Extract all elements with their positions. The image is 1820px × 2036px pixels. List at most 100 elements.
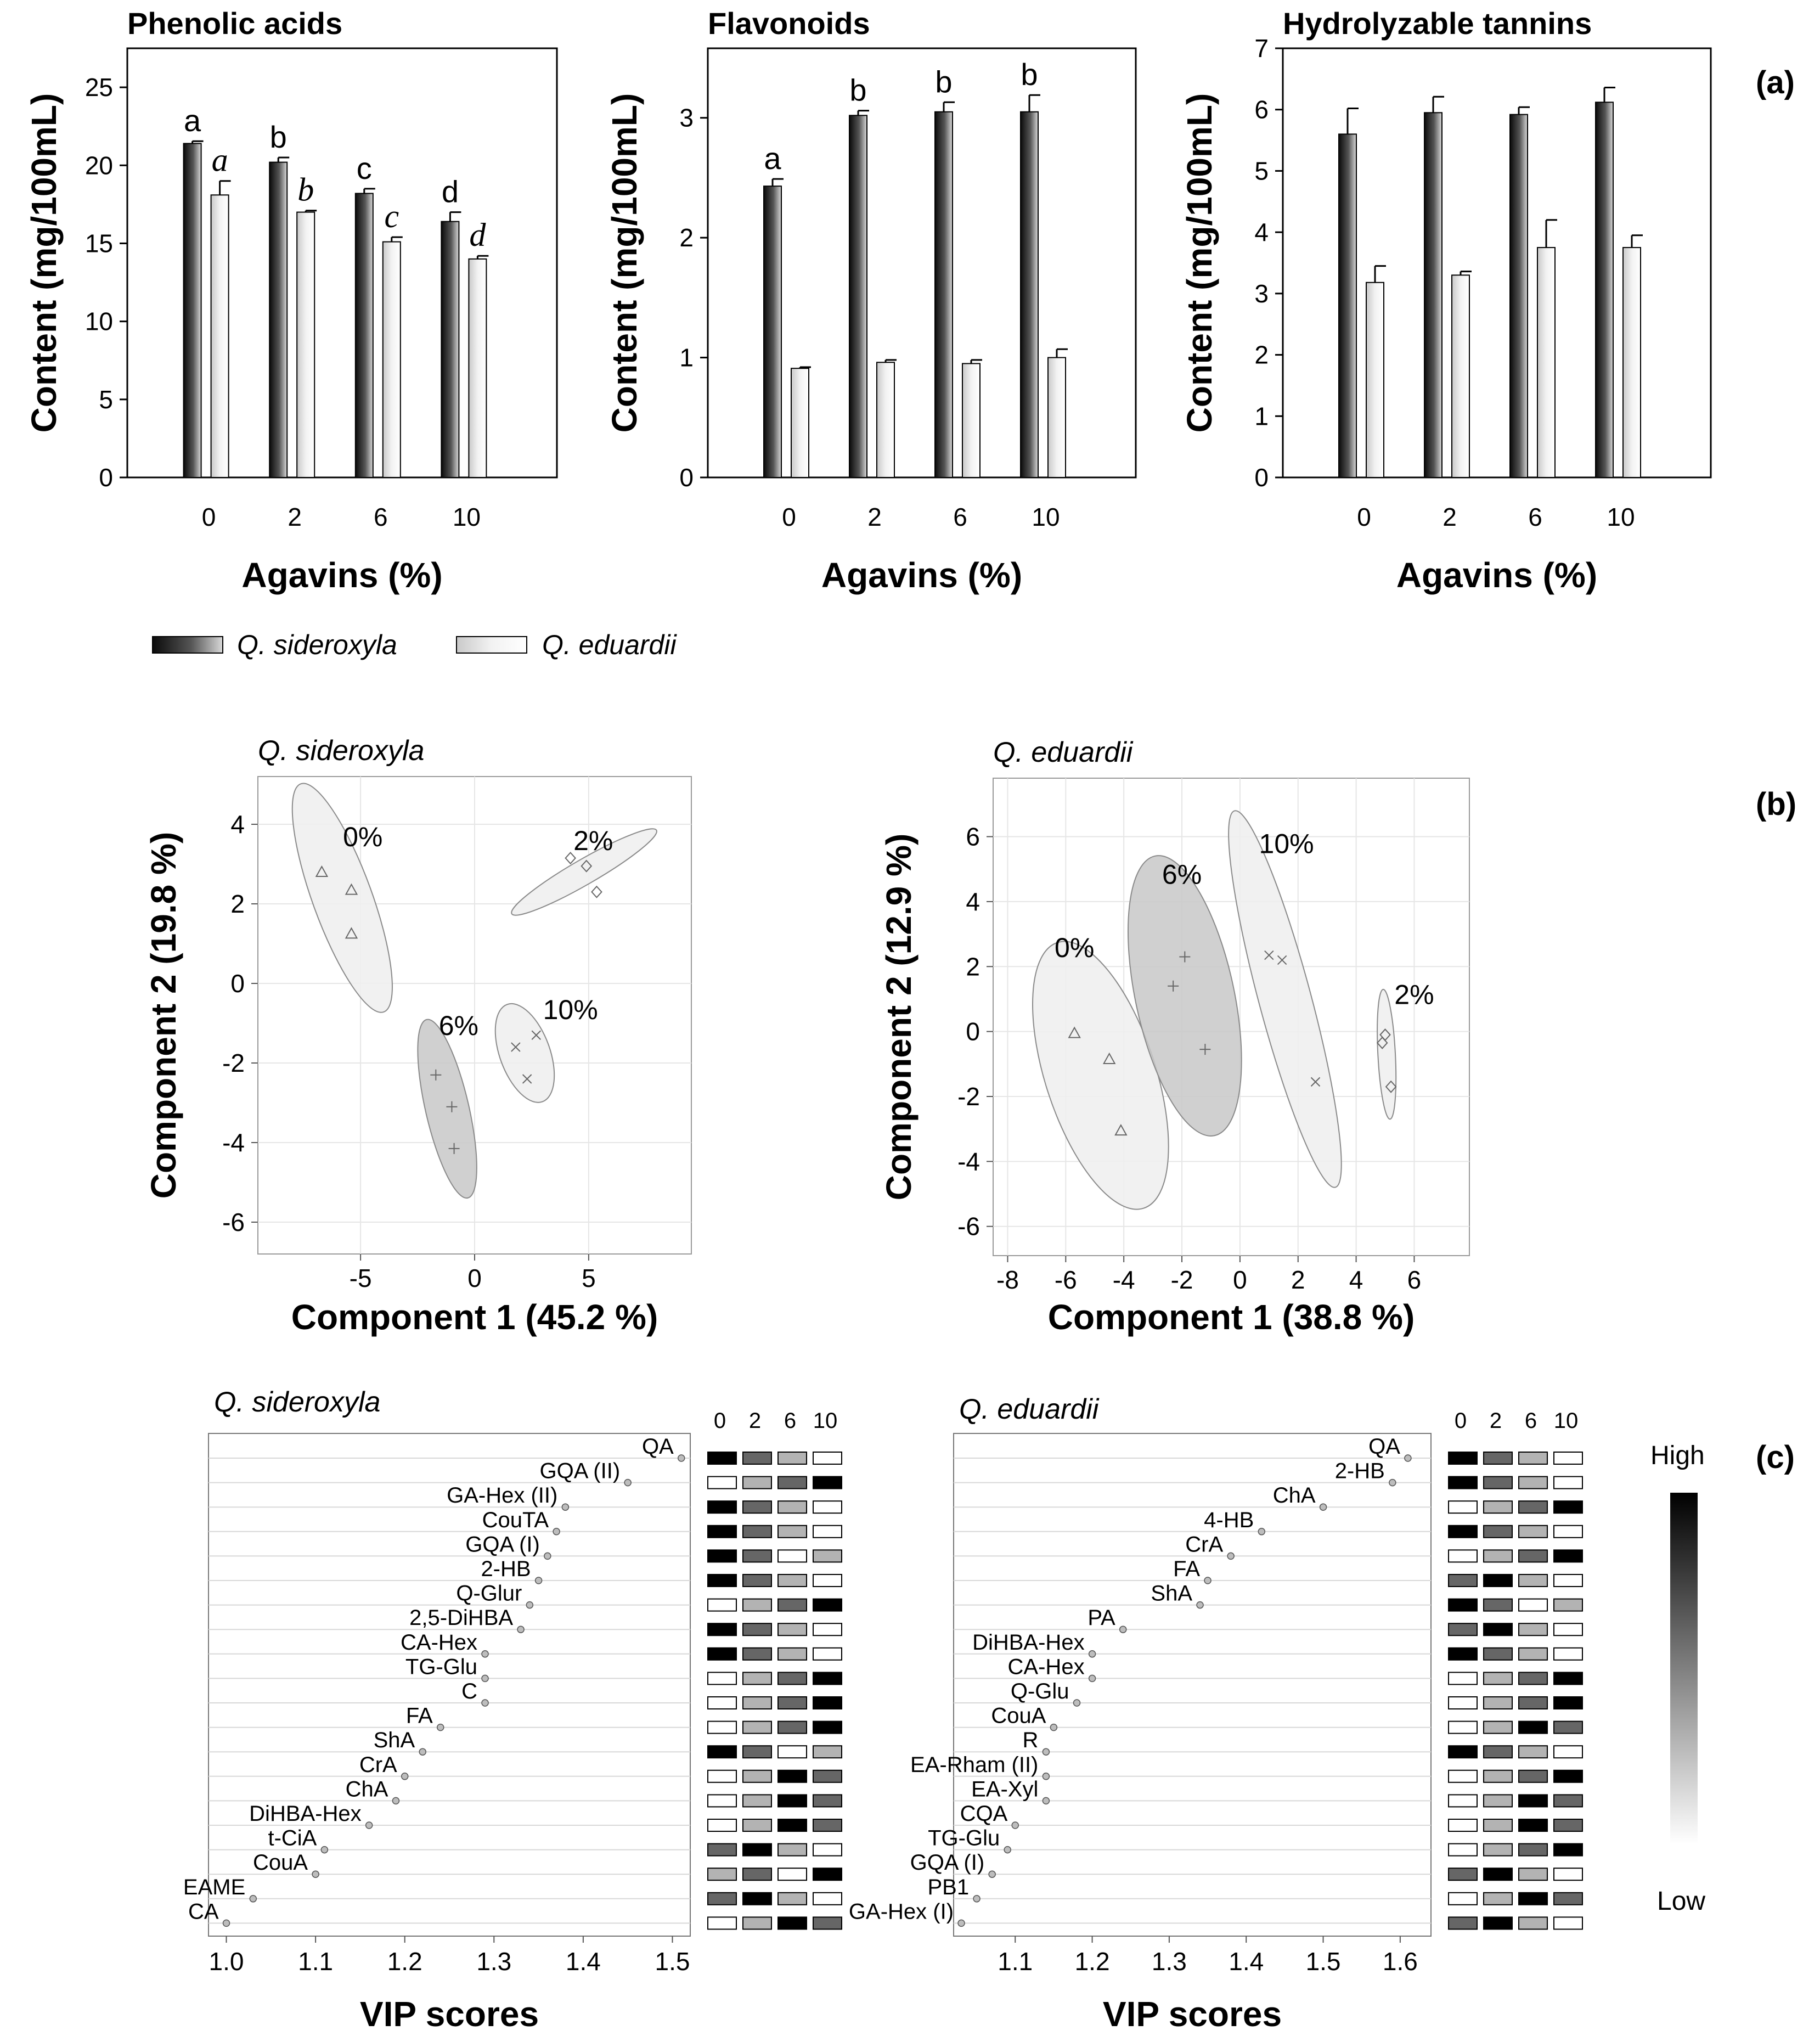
- point-2: [591, 885, 602, 898]
- x-tick-label: 6: [374, 503, 388, 531]
- heatmap-column-header: 0: [1455, 1409, 1467, 1433]
- point-0: [1068, 1026, 1081, 1038]
- plot-frame: [953, 1433, 1432, 1937]
- vip-label: CA: [188, 1899, 219, 1923]
- vip-point-eame: [249, 1895, 257, 1903]
- heat-cell-gqa-ii-10: [813, 1476, 842, 1489]
- y-tick-label: 10: [85, 307, 113, 336]
- heat-cell-sha-10: [1553, 1598, 1583, 1612]
- point-10: [1277, 955, 1287, 965]
- heat-cell-qa-6: [1518, 1452, 1548, 1465]
- heat-cell-2-hb-0: [707, 1574, 737, 1587]
- point-10: [1264, 950, 1274, 960]
- y-tick-label: -2: [957, 1082, 980, 1111]
- ellipse-10: [1228, 810, 1342, 1188]
- heat-cell-fa-2: [1483, 1574, 1513, 1587]
- heat-cell-qa-6: [777, 1452, 807, 1465]
- heat-cell-r-0: [1448, 1745, 1478, 1759]
- vip-point-c: [481, 1699, 489, 1707]
- point-2: [581, 859, 593, 873]
- heat-cell-2-hb-10: [1553, 1476, 1583, 1489]
- x-tick-label: 10: [1607, 503, 1635, 531]
- heat-cell-dihba-hex-10: [813, 1819, 842, 1832]
- bar-eduardii-2: [876, 362, 895, 479]
- significance-letter: b: [849, 73, 866, 108]
- heat-cell-eame-0: [707, 1892, 737, 1905]
- bar-sideroxyla-6: [934, 111, 953, 479]
- heat-cell-t-cia-6: [777, 1843, 807, 1857]
- heat-cell-cha-2: [742, 1794, 772, 1808]
- heat-cell-cra-0: [1448, 1549, 1478, 1563]
- heat-cell-ca-2: [742, 1916, 772, 1930]
- vip-label: PB1: [927, 1875, 969, 1899]
- bar-chart-phenolic: Phenolic acids 0 5 10 15 20 25 0 aa 2 bb 6 cc 10 dd Aga…: [24, 6, 558, 595]
- color-scale: High Low: [1650, 1441, 1705, 1916]
- vip-label: Q-Glur: [456, 1582, 522, 1606]
- heat-cell-coua-2: [742, 1868, 772, 1881]
- bar-eduardii-6: [962, 363, 981, 478]
- heat-cell-ca-hex-0: [707, 1647, 737, 1661]
- vip-label: DiHBA-Hex: [249, 1802, 361, 1826]
- heat-cell-cqa-0: [1448, 1819, 1478, 1832]
- point-0: [315, 865, 329, 877]
- vip-label: C: [461, 1679, 477, 1703]
- legend: Q. sideroxyla Q. eduardii: [152, 629, 677, 660]
- heatmap-column-header: 6: [1525, 1409, 1537, 1433]
- heat-cell-tg-glu-0: [707, 1672, 737, 1685]
- x-tick-label: 6: [953, 503, 967, 531]
- heat-cell-tg-glu-2: [742, 1672, 772, 1685]
- heat-cell-2-hb-6: [1518, 1476, 1548, 1489]
- vip-label: DiHBA-Hex: [972, 1630, 1084, 1655]
- vip-label: 2,5-DiHBA: [409, 1606, 513, 1630]
- vip-point-cra: [401, 1773, 409, 1780]
- heat-cell-c-10: [813, 1696, 842, 1709]
- x-tick-label: 4: [1349, 1266, 1363, 1294]
- heat-cell-ca-10: [813, 1916, 842, 1930]
- point-10: [511, 1042, 521, 1052]
- heat-cell-t-cia-10: [813, 1843, 842, 1857]
- x-tick-label: 1.1: [298, 1947, 333, 1976]
- vip-label: GQA (II): [539, 1459, 620, 1483]
- heat-cell-ca-hex-10: [813, 1647, 842, 1661]
- scale-gradient-bar: [1670, 1493, 1698, 1844]
- heat-cell-gqa-i-2: [1483, 1868, 1513, 1881]
- heat-cell-qa-2: [1483, 1452, 1513, 1465]
- bar-sideroxyla-10: [441, 221, 460, 478]
- heat-cell-pa-6: [1518, 1623, 1548, 1636]
- vip-label: TG-Glu: [405, 1655, 477, 1679]
- bar-eduardii-10: [1622, 247, 1641, 478]
- heat-cell-ga-hex-ii-0: [707, 1500, 737, 1514]
- plot-title: Q. eduardii: [959, 1393, 1100, 1425]
- point-6: [430, 1069, 442, 1081]
- bar-sideroxyla-2: [269, 161, 288, 478]
- ellipse-6: [1127, 855, 1242, 1137]
- heat-cell-q-glur-10: [813, 1598, 842, 1612]
- x-tick-label: 1.0: [209, 1947, 244, 1976]
- vip-point-pb1: [973, 1895, 981, 1903]
- x-tick-label: -8: [996, 1266, 1019, 1294]
- heat-cell-cra-0: [707, 1769, 737, 1783]
- heat-cell-2-5-dihba-0: [707, 1623, 737, 1636]
- y-tick-label: 20: [85, 151, 113, 179]
- significance-letter: b: [270, 120, 287, 154]
- significance-letter: b: [935, 64, 952, 99]
- bar-sideroxyla-0: [1338, 133, 1357, 478]
- heat-cell-cra-2: [1483, 1549, 1513, 1563]
- heat-cell-qa-10: [1553, 1452, 1583, 1465]
- group-label: 0%: [343, 822, 382, 852]
- x-axis-label: Component 1 (38.8 %): [1048, 1297, 1415, 1337]
- heat-cell-ca-hex-10: [1553, 1672, 1583, 1685]
- panel-label-c: (c): [1756, 1439, 1795, 1475]
- y-tick-label: 7: [1254, 34, 1269, 63]
- heat-cell-c-0: [707, 1696, 737, 1709]
- y-tick-label: 2: [230, 890, 245, 918]
- x-tick-label: 0: [1357, 503, 1371, 531]
- vip-label: GQA (I): [465, 1532, 540, 1556]
- heat-cell-dihba-hex-0: [707, 1819, 737, 1832]
- heat-cell-pb1-2: [1483, 1892, 1513, 1905]
- group-label: 10%: [543, 994, 598, 1025]
- heat-cell-cra-10: [813, 1769, 842, 1783]
- bar-sideroxyla-6: [1509, 114, 1528, 478]
- x-tick-label: 0: [782, 503, 796, 531]
- vip-point-gqa-i: [544, 1552, 551, 1560]
